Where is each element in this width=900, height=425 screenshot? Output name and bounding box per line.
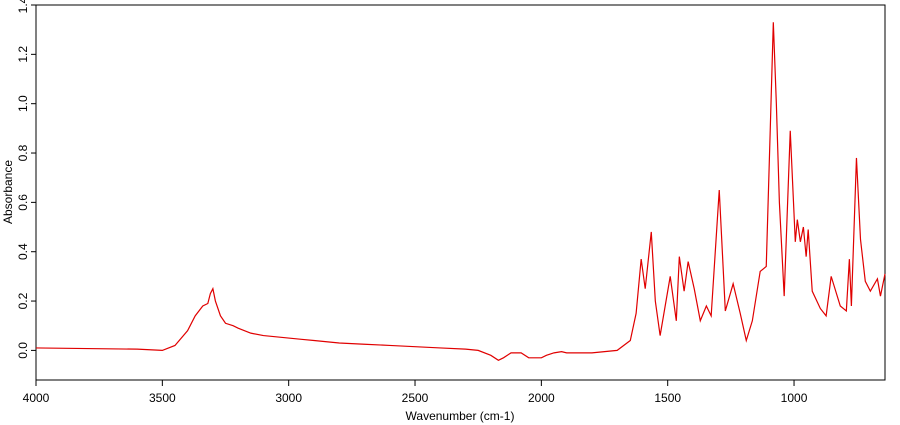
y-tick-label: 1.4 bbox=[16, 0, 30, 13]
y-axis-label: Absorbance bbox=[1, 160, 15, 224]
y-tick-label: 0.4 bbox=[16, 243, 30, 260]
x-tick-label: 2000 bbox=[528, 391, 555, 405]
x-tick-label: 3000 bbox=[275, 391, 302, 405]
x-tick-label: 3500 bbox=[149, 391, 176, 405]
x-tick-label: 1500 bbox=[654, 391, 681, 405]
y-tick-label: 1.0 bbox=[16, 95, 30, 112]
y-tick-label: 0.2 bbox=[16, 292, 30, 309]
x-tick-label: 1000 bbox=[781, 391, 808, 405]
x-tick-label: 4000 bbox=[23, 391, 50, 405]
y-tick-label: 0.8 bbox=[16, 144, 30, 161]
y-tick-label: 1.2 bbox=[16, 46, 30, 63]
x-tick-label: 2500 bbox=[402, 391, 429, 405]
plot-frame bbox=[35, 4, 886, 381]
x-axis-label: Wavenumber (cm-1) bbox=[406, 409, 515, 423]
y-tick-label: 0.0 bbox=[16, 342, 30, 359]
spectrum-line bbox=[35, 22, 886, 361]
y-tick-label: 0.6 bbox=[16, 194, 30, 211]
